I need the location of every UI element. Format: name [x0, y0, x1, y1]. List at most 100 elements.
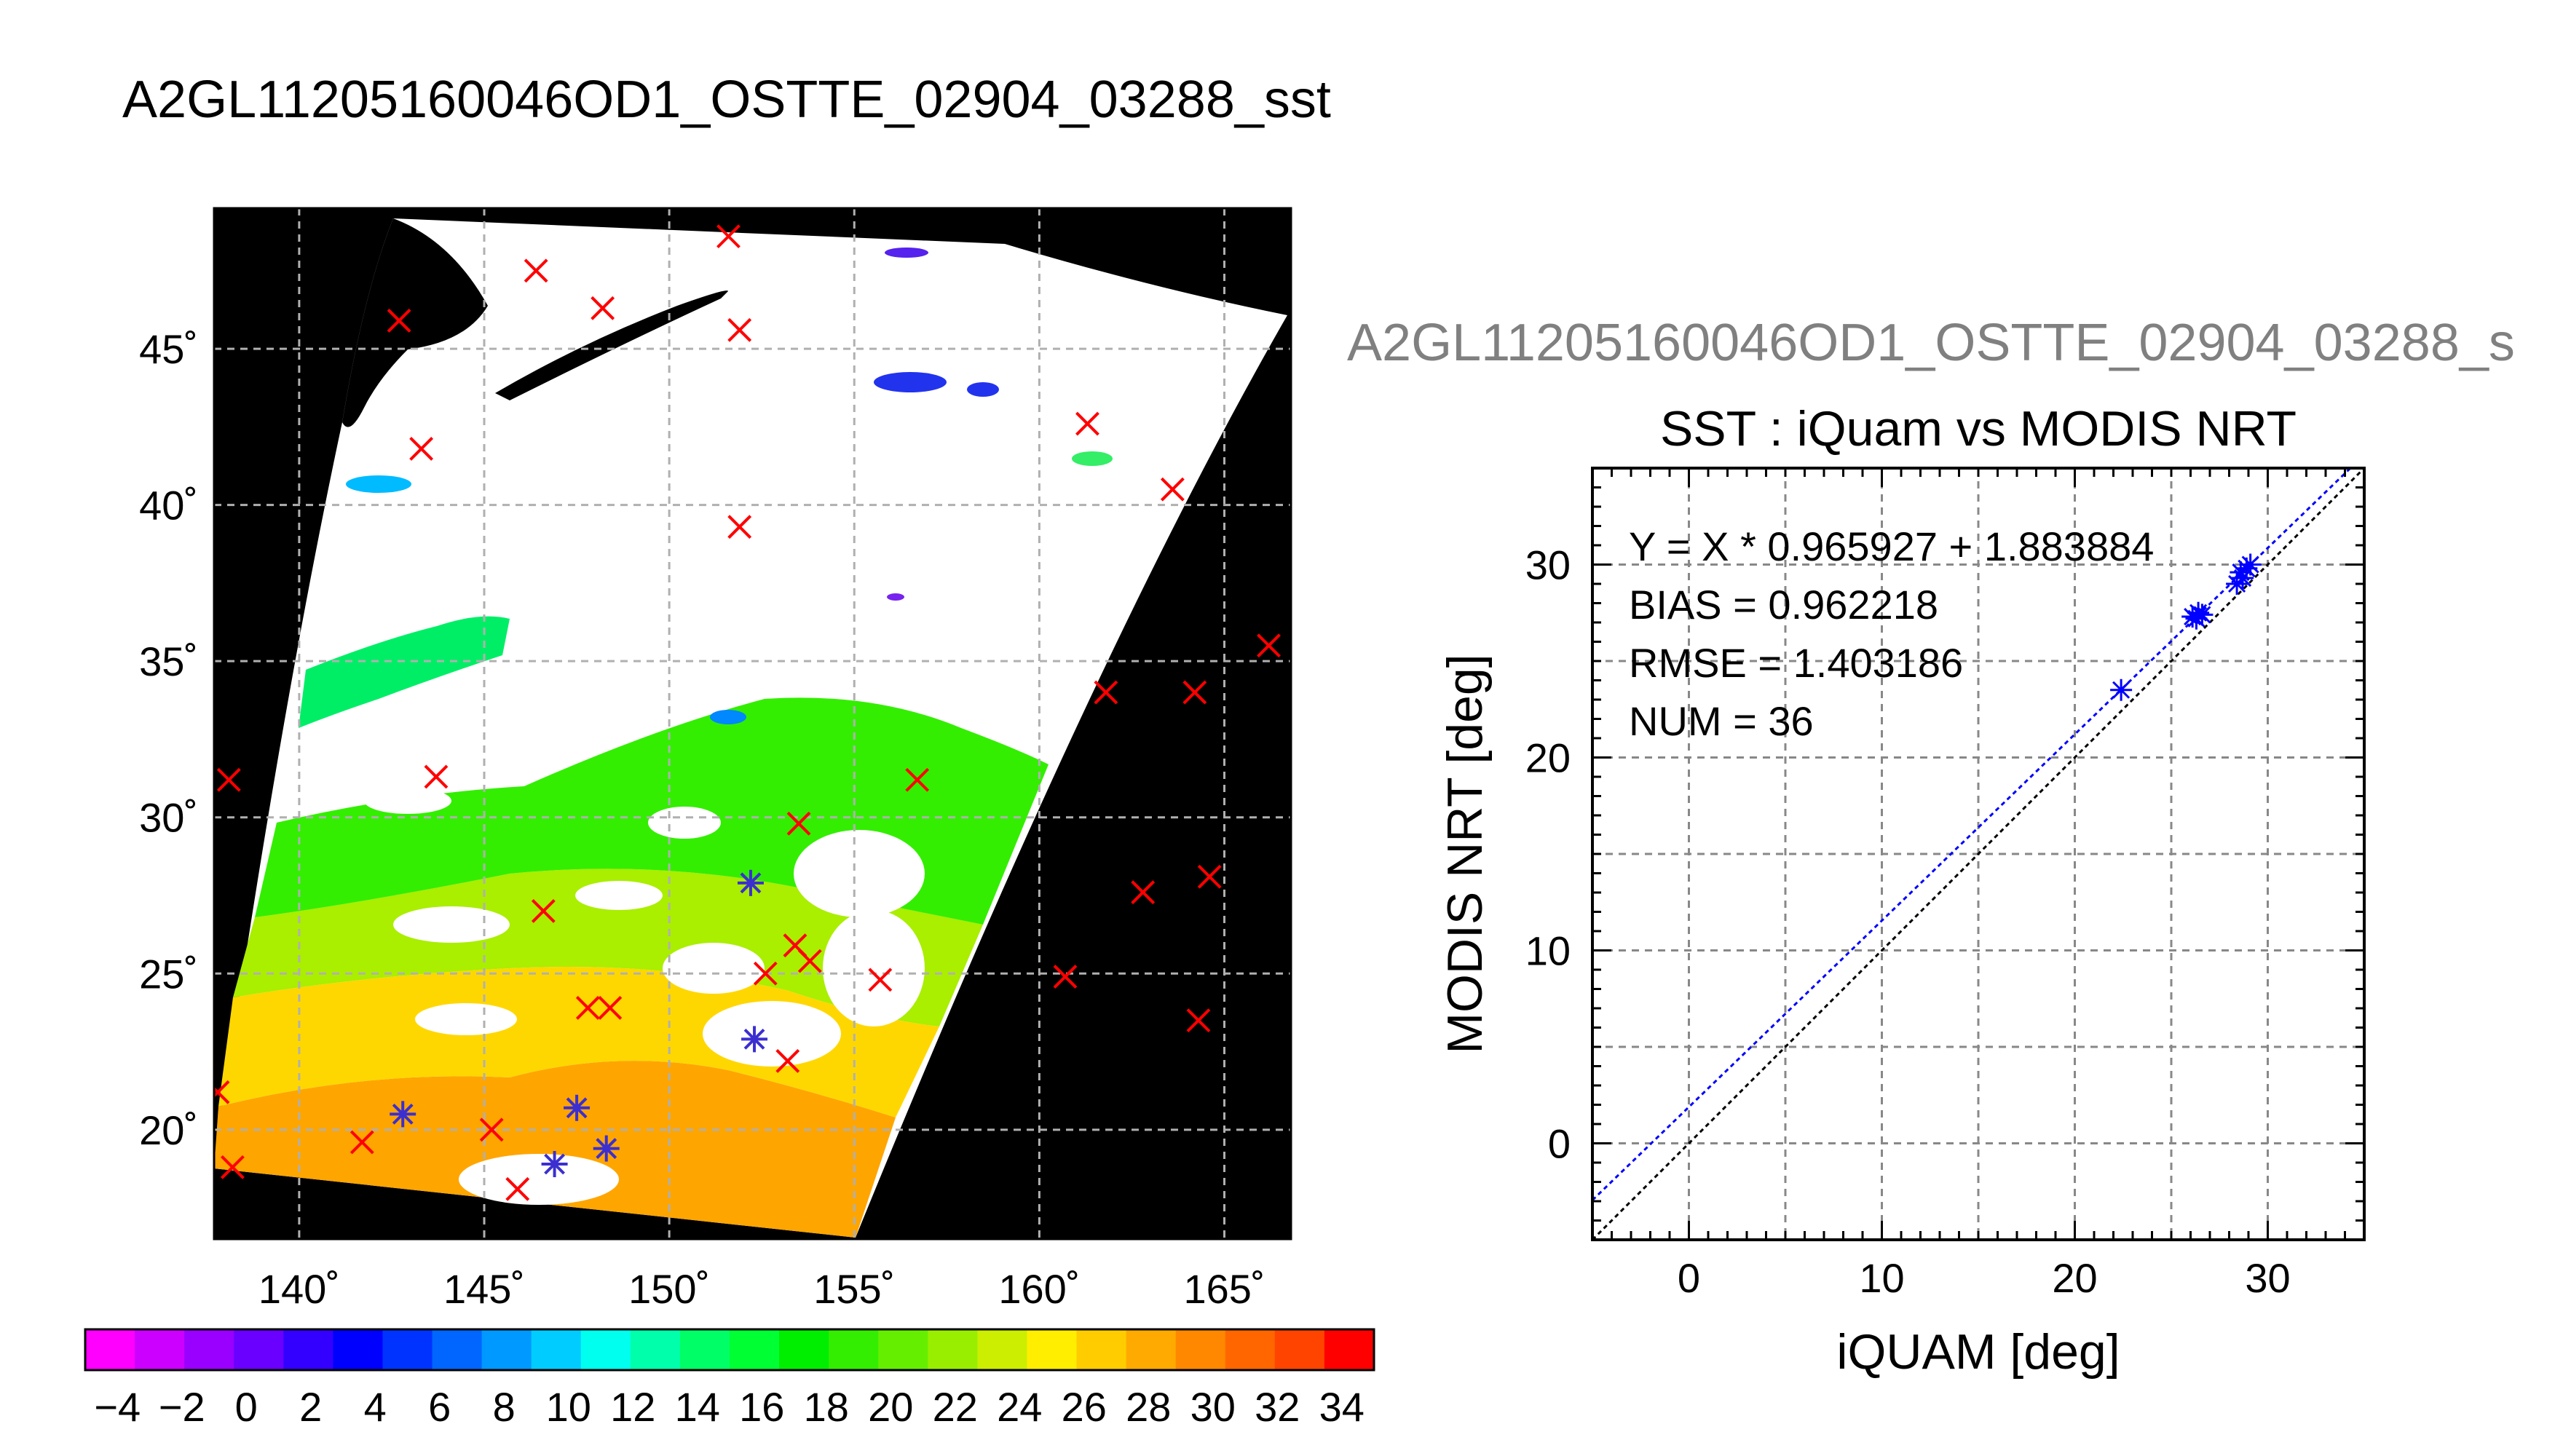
y-tick-labels: 0 10 20 30: [1525, 542, 1571, 1167]
star-marker: [737, 869, 764, 896]
colorbar-swatch: [977, 1329, 1027, 1370]
lon-tick-label: 165˚: [1183, 1266, 1265, 1312]
star-marker: [564, 1094, 591, 1121]
y-tick-label: 20: [1525, 735, 1571, 781]
x-marker: [387, 309, 411, 333]
colorbar-swatch: [382, 1329, 433, 1370]
colorbar-swatch: [580, 1329, 631, 1370]
colorbar-swatch: [85, 1329, 135, 1370]
coastline: [342, 218, 488, 427]
x-marker: [1186, 1008, 1211, 1033]
star-marker: [741, 1026, 768, 1053]
y-axis-label: MODIS NRT [deg]: [1437, 654, 1493, 1053]
stats-fit-equation: Y = X * 0.965927 + 1.883884: [1629, 523, 2154, 569]
colorbar-labels: −4 −2 0 2 4 6 8 10 12 14 16 18 20 22 24 26 28 30 32 34: [94, 1384, 1365, 1430]
x-tick-label: 0: [1678, 1255, 1700, 1301]
colorbar-tick-label: 34: [1319, 1384, 1365, 1430]
x-marker: [598, 996, 623, 1020]
star-marker: [541, 1151, 568, 1178]
colorbar-frame: [84, 1328, 1375, 1372]
colorbar-tick-label: 28: [1126, 1384, 1171, 1430]
lon-tick-label: 140˚: [258, 1266, 340, 1312]
colorbar-swatch: [1175, 1329, 1226, 1370]
lon-tick-label: 155˚: [813, 1266, 895, 1312]
x-marker: [1075, 411, 1099, 436]
x-marker-stroke: [598, 996, 623, 1020]
map-grid: [214, 208, 1291, 1239]
map-lon-labels: 140˚ 145˚ 150˚ 155˚ 160˚ 165˚: [258, 1266, 1265, 1312]
scatter-ticks: [1591, 467, 2366, 1241]
y-tick-label: 10: [1525, 928, 1571, 974]
colorbar-swatch: [184, 1329, 234, 1370]
x-marker: [797, 949, 822, 973]
lon-tick-label: 145˚: [443, 1266, 525, 1312]
stats-rmse: RMSE = 1.403186: [1629, 640, 1963, 686]
colorbar-swatch: [1076, 1329, 1127, 1370]
lat-tick-label: 25˚: [139, 951, 198, 997]
x-axis-label: iQUAM [deg]: [1836, 1324, 2120, 1380]
stats-bias: BIAS = 0.962218: [1629, 582, 1938, 628]
colorbar-tick-label: 8: [493, 1384, 516, 1430]
x-marker-stroke: [753, 961, 778, 986]
stats-box: Y = X * 0.965927 + 1.883884 BIAS = 0.962…: [1629, 523, 2154, 744]
x-marker: [1182, 680, 1207, 705]
colorbar-swatch: [779, 1329, 829, 1370]
colorbar-tick-label: 22: [933, 1384, 978, 1430]
lat-tick-label: 20˚: [139, 1107, 198, 1153]
matched-star-markers: [390, 869, 768, 1178]
x-marker-stroke: [409, 436, 434, 461]
figure-title: A2GL11205160046OD1_OSTTE_02904_03288_sst: [122, 71, 1331, 129]
cold-sst-patches: [346, 248, 1113, 724]
sst-band-yellowgreen: [233, 869, 983, 1026]
star-marker-stroke: [743, 1028, 765, 1050]
colorbar-tick-label: 2: [299, 1384, 322, 1430]
x-marker: [1053, 965, 1078, 989]
sst-map-panel: 140˚ 145˚ 150˚ 155˚ 160˚ 165˚ 20˚ 25˚ 30˚ 35˚ 40˚…: [139, 207, 1292, 1312]
scatter-point-stroke: [2232, 563, 2250, 582]
x-marker-stroke: [727, 317, 752, 342]
lat-tick-label: 40˚: [139, 483, 198, 529]
colorbar-swatch: [1126, 1329, 1177, 1370]
x-marker-stroke: [786, 811, 811, 836]
x-marker: [1094, 680, 1118, 705]
x-marker: [1257, 633, 1281, 658]
x-marker-stroke: [1186, 1008, 1211, 1033]
x-marker: [479, 1117, 504, 1142]
colorbar-swatch: [234, 1329, 284, 1370]
colorbar-tick-label: 12: [610, 1384, 655, 1430]
scatter-point: [2185, 607, 2208, 630]
x-marker: [786, 811, 811, 836]
x-marker: [716, 224, 741, 249]
star-marker-stroke: [566, 1097, 588, 1119]
colorbar-tick-label: 0: [235, 1384, 258, 1430]
x-marker-stroke: [350, 1130, 374, 1155]
sst-band-cyangreen: [299, 616, 510, 728]
x-marker-stroke: [575, 996, 600, 1020]
cloud-patches: [364, 788, 925, 1205]
colorbar-tick-label: 20: [868, 1384, 913, 1430]
star-marker: [390, 1101, 416, 1128]
colorbar-tick-label: 24: [997, 1384, 1042, 1430]
fit-line: [1592, 468, 2353, 1201]
colorbar-swatch: [928, 1329, 978, 1370]
colorbar-tick-label: 6: [428, 1384, 451, 1430]
x-marker: [214, 1080, 230, 1104]
colorbar-swatch: [481, 1329, 532, 1370]
x-marker: [727, 317, 752, 342]
colorbar-swatch: [1324, 1329, 1375, 1370]
colorbar-swatch: [333, 1329, 383, 1370]
x-marker: [531, 899, 556, 923]
scatter-points: [2110, 553, 2262, 701]
star-marker-stroke: [596, 1138, 617, 1159]
x-tick-label: 20: [2052, 1255, 2097, 1301]
colorbar-tick-label: 10: [546, 1384, 591, 1430]
colorbar-swatch: [432, 1329, 483, 1370]
colorbar-swatch: [829, 1329, 879, 1370]
x-tick-label: 30: [2245, 1255, 2290, 1301]
x-marker: [220, 1155, 245, 1179]
x-marker-stroke: [1197, 864, 1222, 889]
scatter-point-stroke: [2187, 609, 2205, 628]
star-marker-stroke: [740, 872, 762, 894]
x-marker: [350, 1130, 374, 1155]
